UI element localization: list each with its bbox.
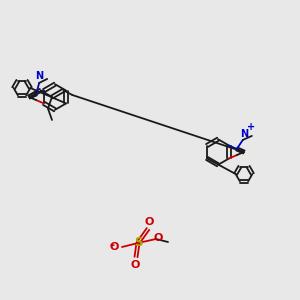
Text: O: O [144, 217, 154, 227]
Text: +: + [247, 122, 255, 132]
Text: O: O [130, 260, 140, 270]
Text: N: N [36, 71, 44, 81]
Text: N: N [240, 129, 248, 139]
Text: O: O [110, 242, 119, 252]
Text: S: S [134, 236, 142, 250]
Text: O: O [153, 233, 163, 243]
Text: -: - [110, 239, 115, 253]
